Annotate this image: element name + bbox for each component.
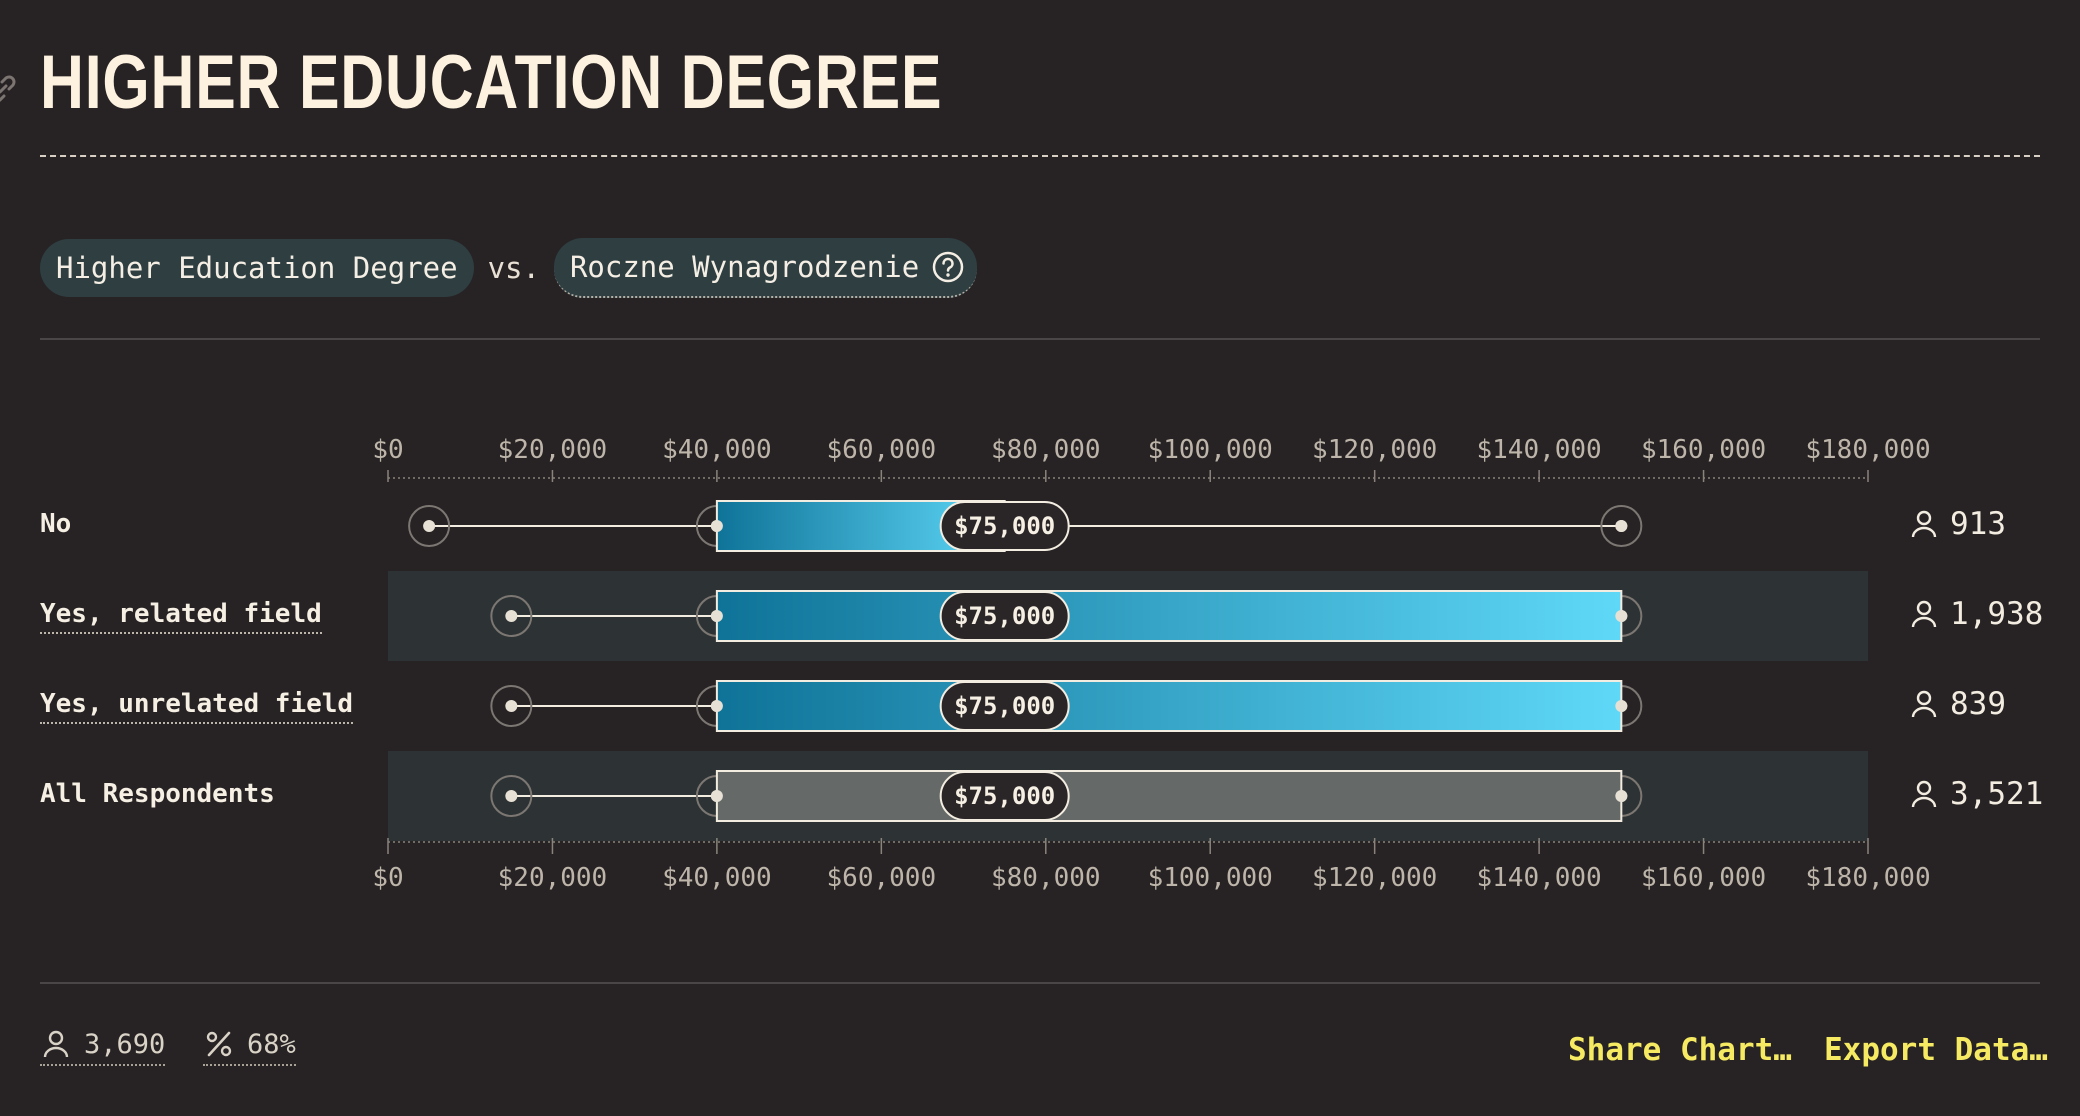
x-tick-label-top: $60,000 — [827, 435, 937, 465]
percentage-value: 68% — [247, 1028, 296, 1060]
x-tick-label-bottom: $0 — [372, 863, 403, 893]
median-badge — [939, 771, 1070, 821]
whisker-low-marker — [505, 700, 518, 712]
x-tick-label-top: $160,000 — [1641, 435, 1766, 465]
variable-a-pill[interactable]: Higher Education Degree — [40, 239, 474, 297]
box-edge-dot — [1615, 610, 1628, 622]
whisker-low-marker-ring — [490, 685, 533, 727]
median-label: $75,000 — [954, 512, 1055, 540]
boxplot-chart: $0 $20,000 $40,000 $60,000 $80,000 $100,000 $1… — [372, 435, 1930, 893]
row-count: 839 — [1908, 686, 2006, 722]
median-label: $75,000 — [954, 692, 1055, 720]
median-badge — [939, 681, 1070, 731]
box-edge-dot — [1615, 790, 1628, 802]
person-icon — [1911, 600, 1937, 628]
row-label[interactable]: Yes, unrelated field — [40, 689, 354, 724]
box-edge-dot — [710, 790, 723, 802]
whisker-low-marker-ring — [490, 595, 533, 637]
box-edge-dot — [710, 700, 723, 712]
box-edge-dot — [1615, 700, 1628, 712]
respondents-stat[interactable]: 3,690 — [40, 1028, 166, 1066]
x-tick-label-top: $20,000 — [498, 435, 608, 465]
median-badge — [939, 591, 1070, 641]
box-edge-dot — [710, 610, 723, 622]
x-tick-label-top: $180,000 — [1805, 435, 1930, 465]
variable-b-pill[interactable]: Roczne Wynagrodzenie — [553, 238, 978, 298]
x-tick-label-top: $100,000 — [1148, 435, 1273, 465]
x-tick-label-bottom: $120,000 — [1312, 863, 1437, 893]
whisker-low-marker — [423, 520, 436, 532]
x-tick-label-top: $0 — [372, 435, 403, 465]
iqr-box — [715, 770, 1623, 822]
row-count-value: 913 — [1950, 506, 2006, 542]
person-icon — [1911, 780, 1937, 808]
whisker-low-marker — [505, 610, 518, 622]
x-tick-label-bottom: $20,000 — [498, 863, 608, 893]
iqr-box — [715, 680, 1623, 732]
box-edge-dot — [710, 520, 723, 532]
median-label: $75,000 — [954, 602, 1055, 630]
selector-divider — [40, 338, 2040, 340]
percentage-stat[interactable]: 68% — [203, 1028, 296, 1066]
export-data-button[interactable]: Export Data… — [1824, 1032, 2048, 1068]
footer-divider — [40, 982, 2040, 984]
x-tick-label-bottom: $60,000 — [827, 863, 937, 893]
link-icon[interactable] — [0, 72, 20, 106]
whisker-low-marker-ring — [408, 505, 451, 547]
page-title: HIGHER EDUCATION DEGREE — [40, 40, 943, 125]
row-label[interactable]: Yes, related field — [40, 599, 322, 634]
box-edge-dot — [1615, 520, 1628, 532]
person-icon — [1911, 690, 1937, 718]
whisker-low-marker — [505, 790, 518, 802]
row-label: All Respondents — [40, 779, 275, 809]
respondents-count: 3,690 — [84, 1028, 166, 1060]
person-icon — [1911, 510, 1937, 538]
x-tick-label-top: $80,000 — [991, 435, 1101, 465]
person-icon — [43, 1030, 69, 1058]
median-label: $75,000 — [954, 782, 1055, 810]
x-tick-label-bottom: $40,000 — [662, 863, 772, 893]
x-tick-label-top: $140,000 — [1476, 435, 1601, 465]
percent-icon — [206, 1031, 232, 1057]
row-count: 3,521 — [1908, 776, 2043, 812]
whisker-low-marker-ring — [490, 775, 533, 817]
whisker-high-marker-ring — [1600, 505, 1643, 547]
x-tick-label-bottom: $100,000 — [1148, 863, 1273, 893]
iqr-box — [715, 590, 1623, 642]
variable-selector: Higher Education Degree vs. Roczne Wynag… — [40, 238, 978, 298]
row-count-value: 839 — [1950, 686, 2006, 722]
median-badge — [939, 501, 1070, 551]
help-icon[interactable] — [931, 250, 965, 284]
x-tick-label-bottom: $140,000 — [1476, 863, 1601, 893]
x-tick-label-bottom: $180,000 — [1805, 863, 1930, 893]
row-count: 1,938 — [1908, 596, 2043, 632]
x-tick-label-top: $40,000 — [662, 435, 772, 465]
variable-b-label: Roczne Wynagrodzenie — [569, 250, 920, 284]
share-chart-button[interactable]: Share Chart… — [1568, 1032, 1792, 1068]
row-label: No — [40, 509, 72, 539]
row-count: 913 — [1908, 506, 2006, 542]
vs-label: vs. — [487, 251, 540, 285]
row-count-value: 1,938 — [1950, 596, 2044, 632]
x-tick-label-bottom: $80,000 — [991, 863, 1101, 893]
x-tick-label-bottom: $160,000 — [1641, 863, 1766, 893]
row-count-value: 3,521 — [1950, 776, 2044, 812]
title-divider — [40, 155, 2040, 157]
x-tick-label-top: $120,000 — [1312, 435, 1437, 465]
